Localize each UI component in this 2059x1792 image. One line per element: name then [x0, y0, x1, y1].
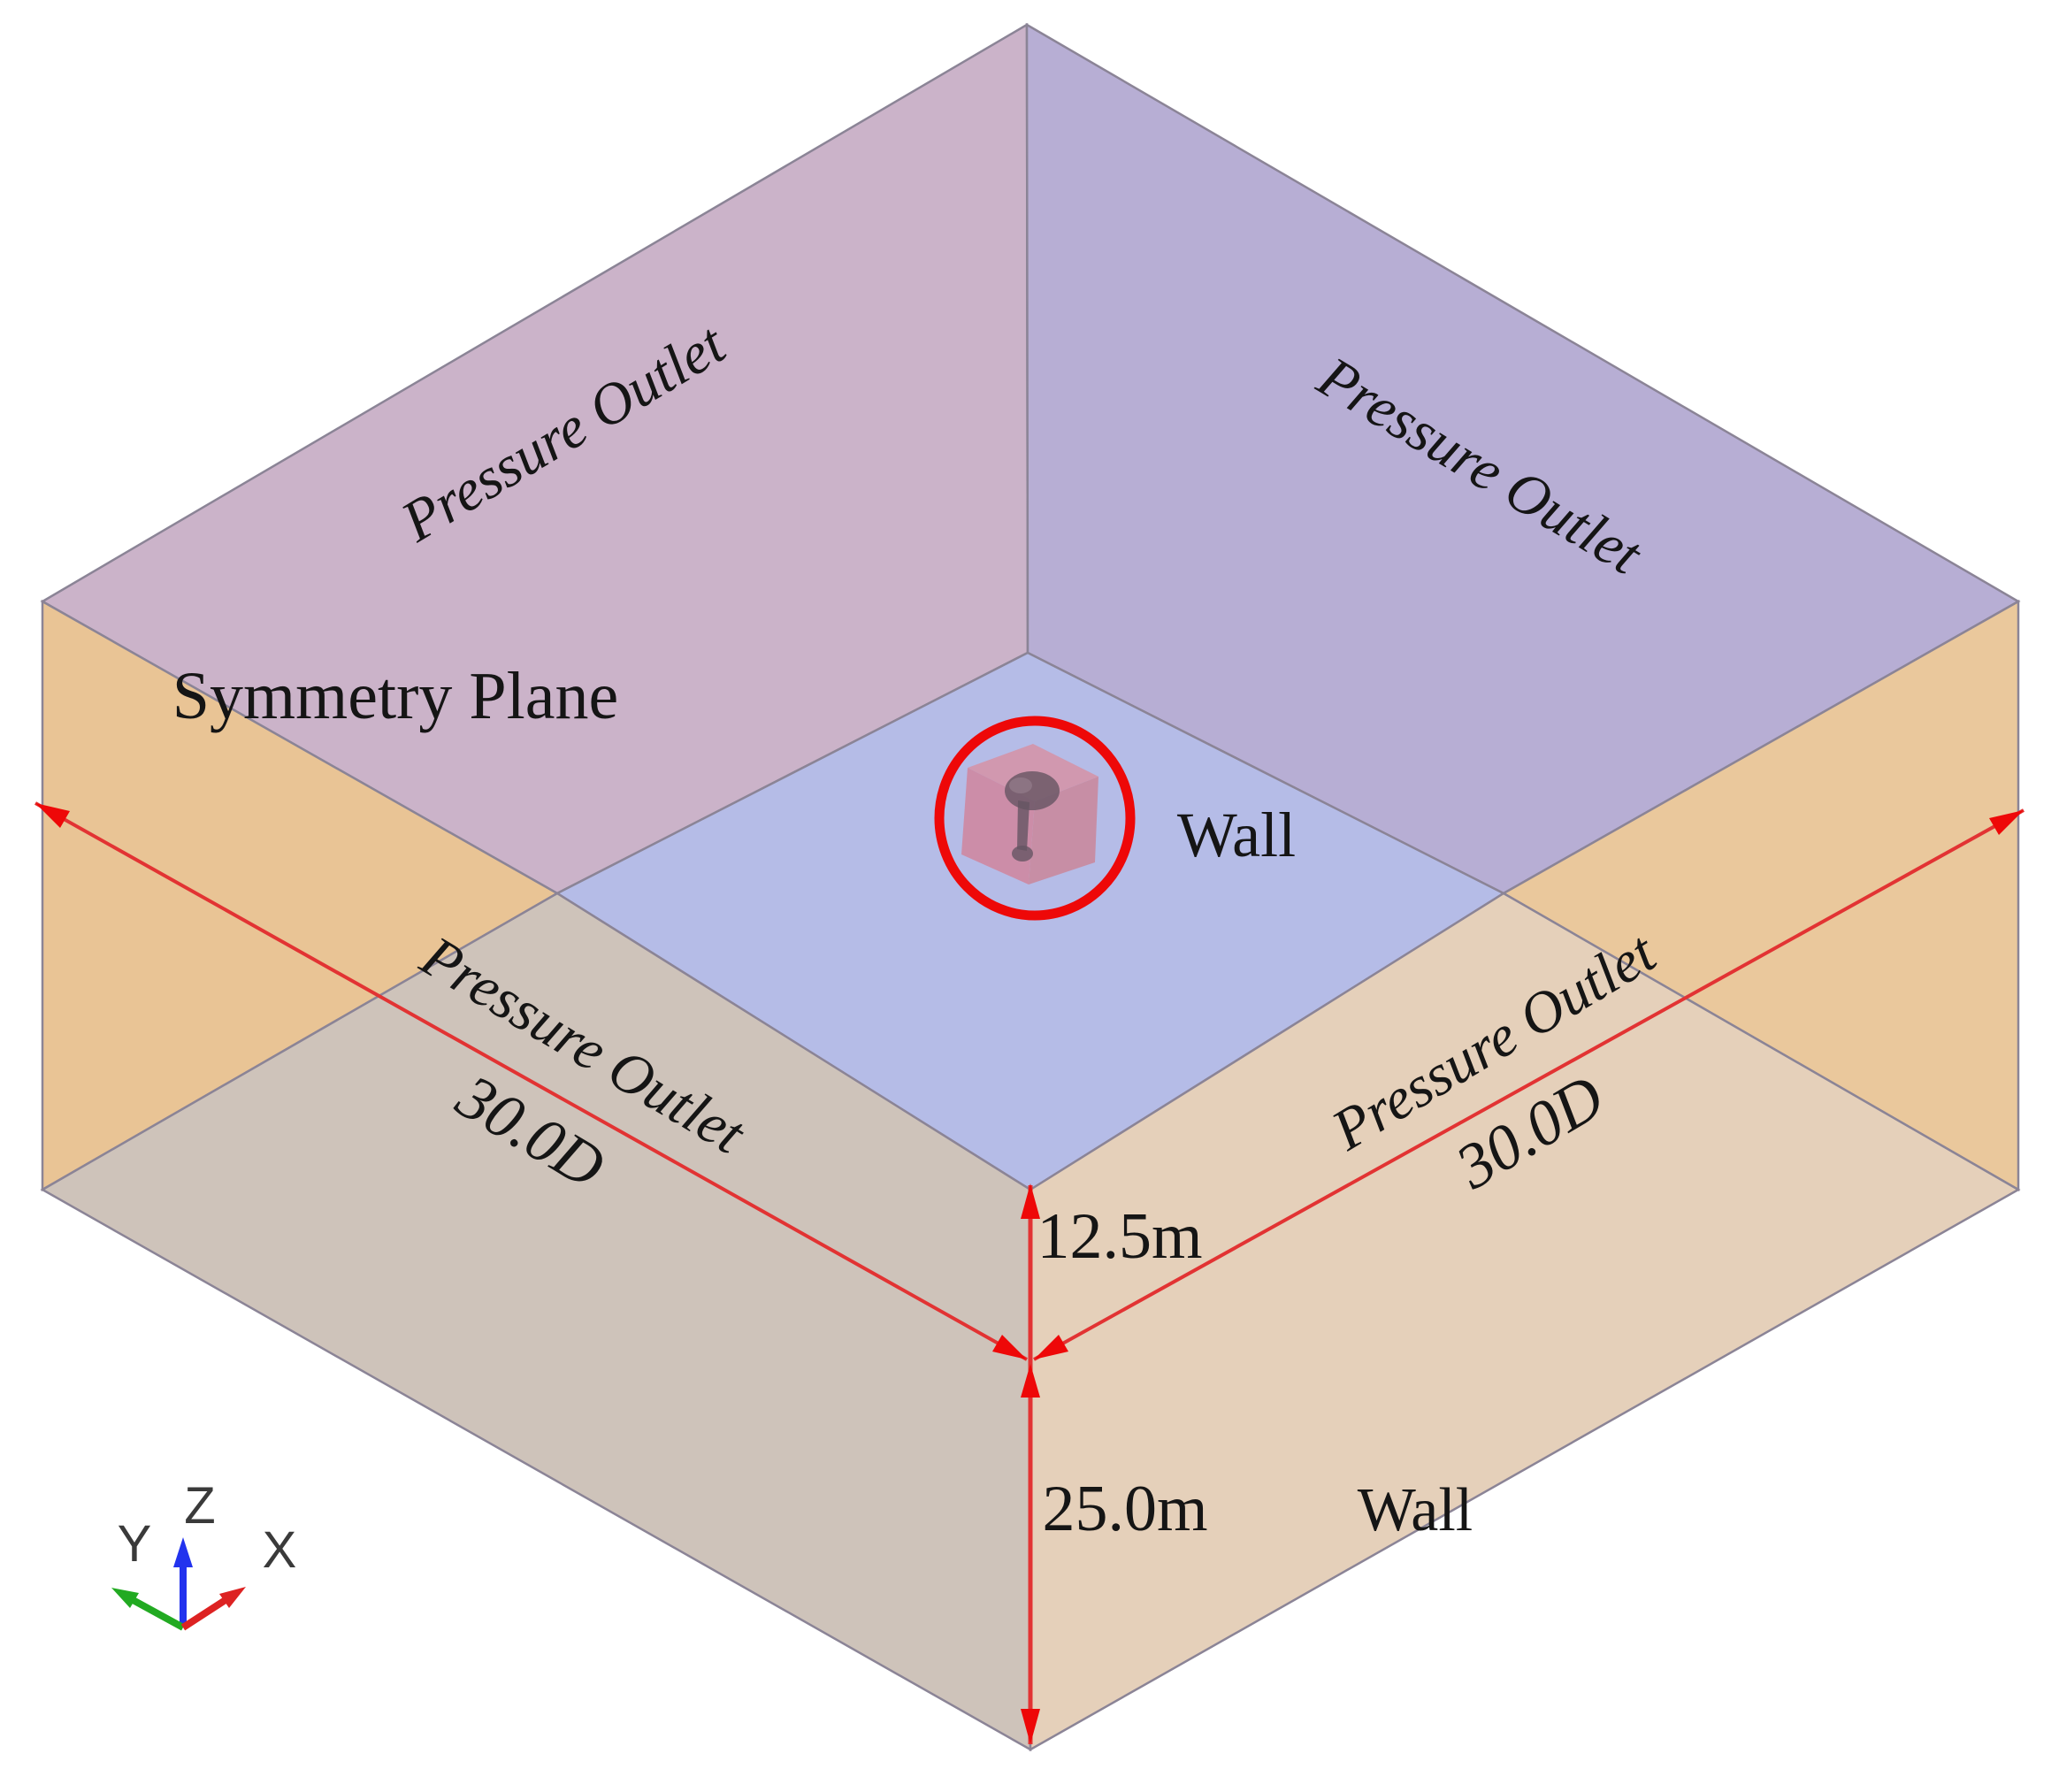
arrowhead-junction-up [1021, 1364, 1040, 1398]
turbine-highlight-circle [934, 716, 1136, 921]
arrowhead-right-junction [1034, 1335, 1068, 1359]
y-axis-line [125, 1593, 185, 1631]
y-axis-label: Y [118, 1515, 152, 1573]
arrowhead-vertical-bottom [1021, 1709, 1040, 1744]
z-axis-arrowhead-icon [173, 1537, 193, 1567]
x-axis-arrowhead-icon [219, 1587, 246, 1608]
arrowhead-right-end [1989, 810, 2024, 835]
y-axis-arrowhead-icon [111, 1588, 139, 1608]
domain-box [40, 22, 2021, 1752]
z-axis-label: Z [184, 1477, 215, 1535]
arrowhead-left-end [35, 803, 70, 828]
turbine-tower [1017, 800, 1030, 851]
axis-triad: Y Z X [111, 1477, 297, 1631]
x-axis-line [180, 1593, 233, 1631]
turbine-rotor-hub [1009, 777, 1032, 793]
label-symmetry-plane: Symmetry Plane [172, 659, 619, 733]
arrowhead-vertical-top [1021, 1183, 1040, 1219]
dim-line-width-right [1033, 808, 2025, 1361]
x-axis-label: X [263, 1521, 297, 1579]
turbine-refinement-region [961, 744, 1098, 885]
label-dim-height-lower: 25.0m [1042, 1473, 1207, 1545]
label-dim-height-upper: 12.5m [1037, 1200, 1202, 1273]
label-wall-floor: Wall [1177, 800, 1296, 870]
dimension-lines [34, 801, 2025, 1744]
turbine-base [1012, 846, 1033, 862]
dim-line-width-left [34, 801, 1028, 1361]
arrowhead-left-junction [992, 1335, 1027, 1359]
label-wall-outer: Wall [1358, 1476, 1473, 1544]
